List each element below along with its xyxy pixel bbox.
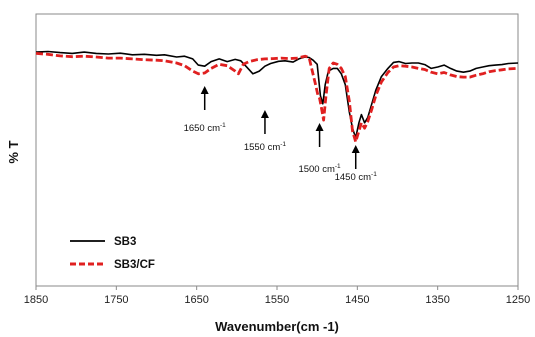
series-line-sb3: [35, 50, 519, 139]
legend: SB3 SB3/CF: [70, 236, 155, 271]
x-tick-label: 1850: [24, 294, 48, 306]
x-tick-label: 1750: [104, 294, 128, 306]
x-tick-label: 1350: [425, 294, 449, 306]
x-tick-label: 1250: [506, 294, 530, 306]
annotation-label: 1650 cm-1: [184, 122, 227, 134]
x-ticks: 1850 1750 1650 1550 1450 1350 1250: [24, 286, 530, 306]
annotation-arrow-head: [315, 123, 324, 131]
annotation-label: 1500 cm-1: [298, 163, 341, 175]
series-line-sb3-cf: [35, 52, 519, 144]
annotation-label: 1550 cm-1: [244, 141, 287, 153]
x-axis-title: Wavenumber(cm -1): [215, 319, 339, 334]
annotation-arrow-head: [200, 86, 209, 94]
x-tick-label: 1450: [345, 294, 369, 306]
legend-label-sb3: SB3: [114, 236, 136, 248]
annotation-arrow-head: [351, 145, 360, 153]
legend-label-sb3-cf: SB3/CF: [114, 259, 155, 271]
annotation-arrow-head: [260, 110, 269, 118]
x-tick-label: 1550: [265, 294, 289, 306]
annotation-label: 1450 cm-1: [335, 171, 378, 183]
series-lines: [35, 50, 519, 144]
x-tick-label: 1650: [184, 294, 208, 306]
y-axis-title: % T: [6, 140, 21, 163]
